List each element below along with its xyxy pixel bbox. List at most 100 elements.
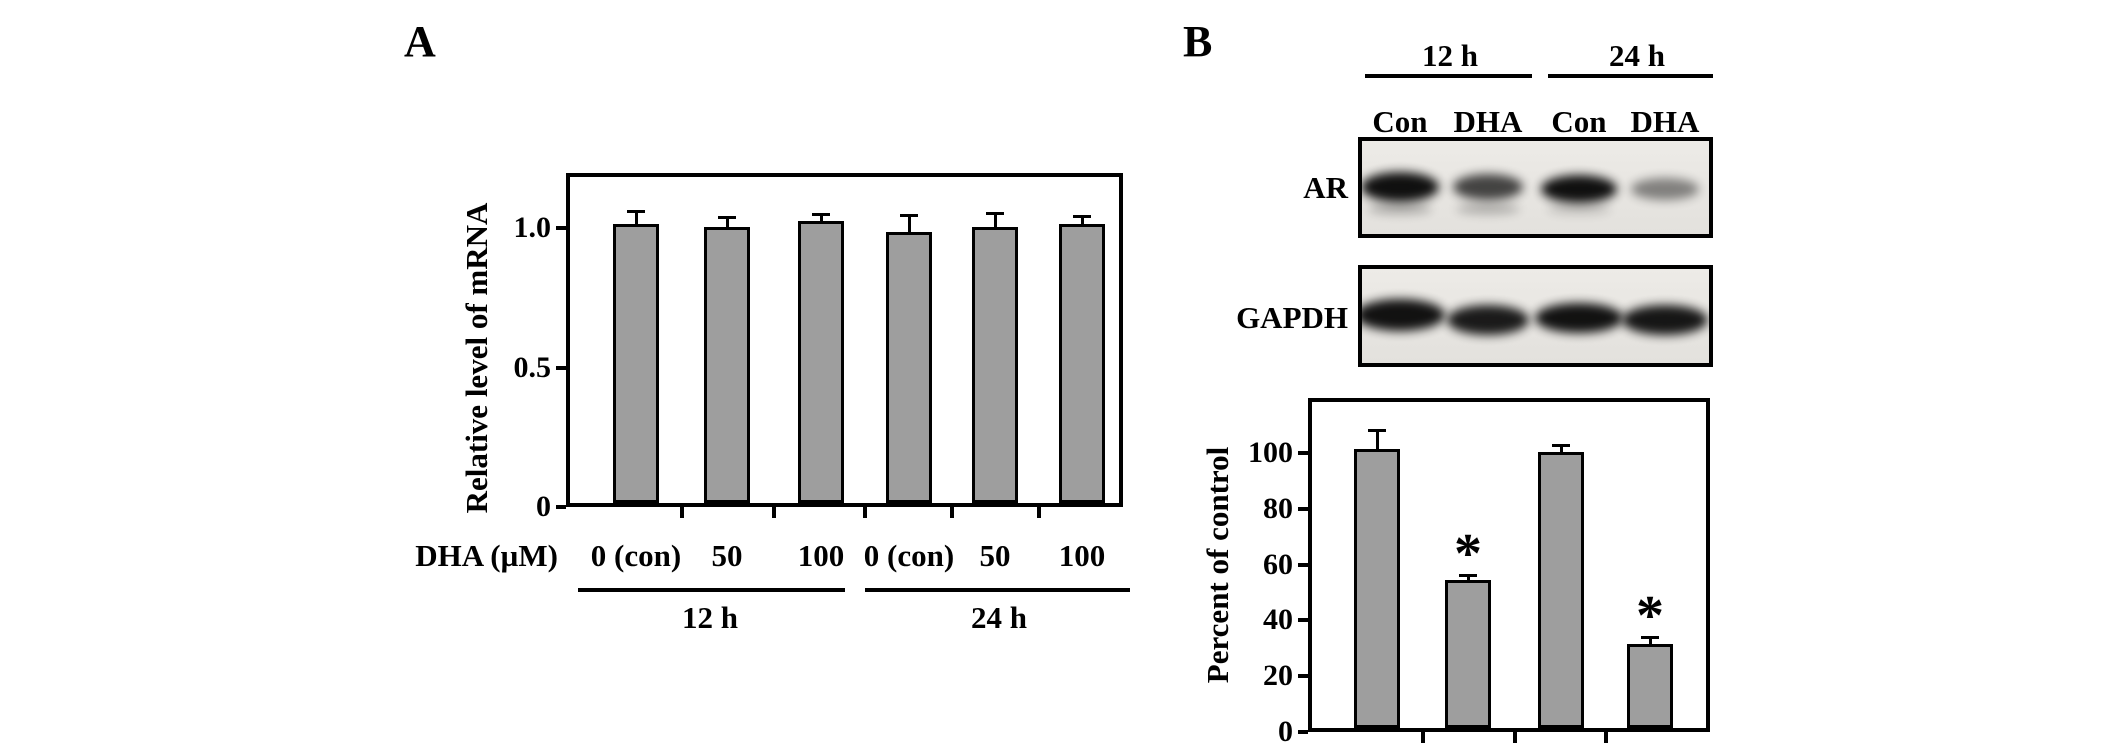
error-bar-stem	[1375, 429, 1379, 449]
bar	[1445, 580, 1491, 728]
panel-b-blot-group-12h-underline	[1365, 74, 1532, 78]
y-axis-tick-label: 0	[1278, 715, 1293, 748]
error-bar-stem	[907, 214, 911, 232]
panel-a-group-label-12h: 12 h	[682, 600, 738, 635]
panel-b-blot-label-gapdh: GAPDH	[1236, 300, 1348, 335]
error-bar-stem	[1559, 444, 1563, 452]
significance-asterisk: *	[1636, 585, 1664, 647]
error-bar-cap	[1552, 444, 1570, 447]
bar	[798, 221, 844, 503]
x-axis-tick	[1512, 732, 1517, 743]
protein-sub-band	[1368, 204, 1432, 214]
panel-a-group-12h-underline	[578, 588, 845, 592]
bar	[613, 224, 659, 503]
x-axis-category-label: 0 (con)	[590, 538, 682, 573]
error-bar-stem	[819, 213, 823, 221]
error-bar-cap	[718, 216, 736, 219]
x-axis-tick	[772, 507, 776, 518]
x-axis-tick	[863, 507, 867, 518]
y-axis-tick	[556, 365, 566, 370]
protein-band	[1447, 305, 1529, 335]
error-bar-cap	[812, 213, 830, 216]
blot-lane-label: DHA	[1630, 104, 1700, 139]
x-axis-tick	[1603, 732, 1608, 743]
error-bar-cap	[1641, 636, 1659, 639]
y-axis-tick-label: 40	[1263, 603, 1293, 637]
error-bar-cap	[1073, 215, 1091, 218]
panel-a-label: A	[404, 17, 436, 66]
error-bar-stem	[1648, 636, 1652, 644]
y-axis-tick	[1298, 506, 1308, 511]
error-bar-cap	[1459, 574, 1477, 577]
y-axis-tick	[1298, 451, 1308, 455]
error-bar-cap	[986, 212, 1004, 215]
protein-band	[1622, 305, 1708, 335]
panel-a-y-axis-title: Relative level of mRNA	[459, 202, 494, 514]
panel-a-group-24h-underline	[865, 588, 1130, 592]
x-axis-category-label: 50	[979, 538, 1011, 573]
error-bar-stem	[1080, 215, 1084, 224]
protein-band	[1535, 303, 1623, 333]
bar	[1059, 224, 1105, 503]
panel-b-blot-group-label-24h: 24 h	[1609, 38, 1665, 73]
bar	[1354, 449, 1400, 728]
y-axis-tick	[1298, 562, 1308, 567]
panel-b-blot-group-label-12h: 12 h	[1422, 38, 1478, 73]
y-axis-tick	[1298, 730, 1308, 734]
y-axis-tick	[556, 226, 566, 230]
protein-band	[1453, 174, 1523, 200]
x-axis-category-label: 0 (con)	[863, 538, 955, 573]
error-bar-cap	[1368, 429, 1386, 432]
y-axis-tick	[1298, 674, 1308, 679]
y-axis-tick-label: 0.5	[513, 350, 552, 384]
y-axis-tick-label: 80	[1263, 491, 1293, 525]
protein-band	[1631, 178, 1699, 200]
panel-a-chart-frame	[566, 173, 1123, 507]
error-bar-stem	[634, 210, 638, 224]
y-axis-tick	[556, 505, 566, 509]
ar-western-blot-image	[1358, 137, 1713, 238]
bar	[704, 227, 750, 503]
y-axis-tick-label: 100	[1248, 436, 1293, 469]
error-bar-cap	[627, 210, 645, 213]
x-axis-category-label: 50	[711, 538, 743, 573]
x-axis-tick	[1420, 732, 1425, 743]
blot-lane-label: DHA	[1453, 104, 1523, 139]
panel-a-x-axis-title: DHA (µM)	[415, 538, 558, 573]
protein-band	[1362, 172, 1439, 202]
protein-band	[1541, 175, 1617, 203]
panel-b-blot-label-ar: AR	[1303, 170, 1348, 205]
x-axis-tick	[1036, 507, 1041, 518]
protein-sub-band	[1547, 204, 1611, 214]
blot-lane-label: Con	[1551, 104, 1607, 139]
panel-b-y-axis-title: Percent of control	[1200, 446, 1235, 684]
y-axis-tick-label: 20	[1263, 659, 1293, 693]
error-bar-stem	[725, 216, 729, 227]
panel-b-blot-group-24h-underline	[1548, 74, 1713, 78]
protein-band	[1362, 299, 1445, 331]
error-bar-cap	[900, 214, 918, 217]
gapdh-western-blot-image	[1358, 265, 1713, 367]
bar	[1538, 452, 1584, 728]
x-axis-tick	[950, 507, 954, 518]
panel-b-label: B	[1183, 17, 1213, 66]
significance-asterisk: *	[1454, 523, 1482, 585]
error-bar-stem	[993, 212, 997, 227]
panel-b-chart-frame: * *	[1308, 398, 1710, 732]
y-axis-tick-label: 1.0	[513, 211, 552, 244]
y-axis-tick-label: 0	[536, 490, 551, 523]
x-axis-category-label: 100	[797, 538, 845, 573]
bar	[886, 232, 932, 503]
bar	[972, 227, 1018, 503]
x-axis-tick	[679, 507, 684, 518]
x-axis-category-label: 100	[1058, 538, 1106, 573]
panel-a-group-label-24h: 24 h	[971, 600, 1027, 635]
bar	[1627, 644, 1673, 728]
blot-lane-label: Con	[1372, 104, 1428, 139]
y-axis-tick	[1298, 618, 1308, 623]
protein-sub-band	[1456, 204, 1520, 214]
y-axis-tick-label: 60	[1263, 547, 1293, 581]
